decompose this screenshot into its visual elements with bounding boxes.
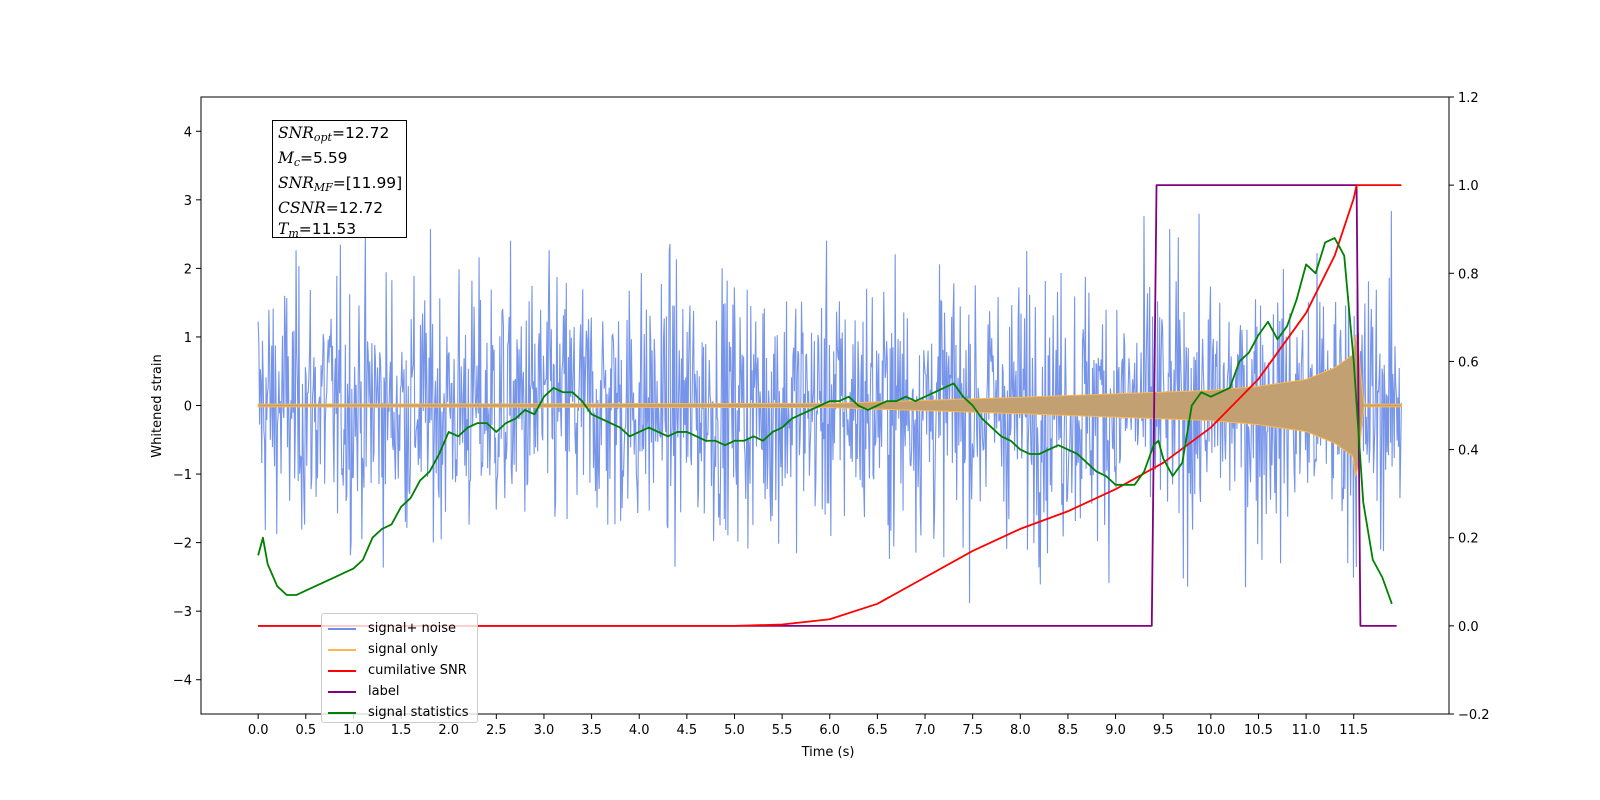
x-tick-label: 11.0 (1292, 723, 1321, 738)
y-tick-label-right: 0.6 (1458, 355, 1479, 370)
legend: signal+ noise signal only cumilative SNR… (321, 613, 478, 723)
y-tick-label-left: 0 (184, 400, 192, 415)
annotation-snr-mf-value: =[11.99] (332, 174, 403, 192)
ticks-layer: 0.0 0.5 1.0 1.5 2.0 2.5 3.0 3.5 4.0 4.5 5.0 5.5 6.0 6… (173, 91, 1490, 738)
annotation-mc: Mc=5.59 (278, 149, 348, 169)
y-tick-label-right: 1.0 (1458, 179, 1479, 194)
annotation-mc-value: =5.59 (300, 149, 348, 167)
legend-label: signal statistics (368, 705, 469, 720)
x-tick-label: 3.5 (581, 723, 602, 738)
y-tick-label-left: −2 (173, 537, 192, 552)
series-line-cumulative-snr (258, 184, 1402, 627)
annotation-csnr: CSNR=12.72 (278, 199, 384, 217)
x-tick-label: 5.5 (772, 723, 793, 738)
legend-label: signal+ noise (368, 621, 457, 636)
y-tick-label-right: 0.4 (1458, 444, 1479, 459)
legend-item: cumilative SNR (328, 660, 477, 681)
x-tick-label: 8.5 (1058, 723, 1079, 738)
legend-item: signal+ noise (328, 618, 477, 639)
x-tick-label: 7.5 (962, 723, 983, 738)
annotation-snr-opt-value: =12.72 (331, 124, 390, 142)
legend-swatch (328, 648, 356, 651)
annotation-snr-opt: SNRopt=12.72 (278, 124, 390, 144)
x-tick-label: 6.0 (819, 723, 840, 738)
y-tick-label-right: 0.0 (1458, 620, 1479, 635)
y-tick-label-right: 0.8 (1458, 267, 1479, 282)
y-tick-label-right: −0.2 (1458, 708, 1490, 723)
legend-item: signal only (328, 639, 477, 660)
y-tick-label-left: −3 (173, 605, 192, 620)
y-tick-label-left: −4 (173, 674, 192, 689)
y-tick-label-right: 0.2 (1458, 532, 1479, 547)
x-tick-label: 3.0 (534, 723, 555, 738)
annotation-box: SNRopt=12.72 Mc=5.59 SNRMF=[11.99] CSNR=… (272, 120, 407, 240)
y-tick-label-right: 1.2 (1458, 91, 1479, 106)
legend-item: label (328, 681, 477, 702)
legend-label: cumilative SNR (368, 663, 467, 678)
y-tick-label-left: 1 (184, 331, 192, 346)
series-line-signal-statistics (257, 237, 1393, 605)
x-tick-label: 9.5 (1153, 723, 1174, 738)
legend-swatch (328, 690, 356, 693)
annotation-csnr-value: =12.72 (325, 199, 384, 217)
annotation-tm: Tm=11.53 (278, 220, 357, 240)
y-axis-label: Whitened strain (150, 354, 165, 457)
x-tick-label: 0.5 (295, 723, 316, 738)
legend-swatch (328, 711, 356, 714)
series-line-signal-noise (257, 210, 1402, 604)
x-tick-label: 0.0 (248, 723, 269, 738)
x-tick-label: 1.0 (343, 723, 364, 738)
x-tick-label: 5.0 (724, 723, 745, 738)
legend-swatch (328, 627, 356, 630)
y-tick-label-left: −1 (173, 468, 192, 483)
legend-item: signal statistics (328, 702, 477, 723)
x-axis-label: Time (s) (801, 745, 855, 760)
x-tick-label: 7.0 (915, 723, 936, 738)
y-tick-label-left: 2 (184, 262, 192, 277)
series-band-signal-only (257, 334, 1402, 477)
x-tick-label: 6.5 (867, 723, 888, 738)
x-tick-label: 9.0 (1105, 723, 1126, 738)
series-line-label (258, 184, 1397, 627)
legend-label: label (368, 684, 400, 699)
x-tick-label: 8.0 (1010, 723, 1031, 738)
y-tick-label-left: 3 (184, 194, 192, 209)
x-tick-label: 4.0 (629, 723, 650, 738)
y-tick-label-left: 4 (184, 125, 192, 140)
legend-swatch (328, 669, 356, 672)
annotation-tm-value: =11.53 (298, 220, 357, 238)
x-tick-label: 10.5 (1244, 723, 1273, 738)
x-tick-label: 4.5 (677, 723, 698, 738)
legend-label: signal only (368, 642, 439, 657)
x-tick-label: 1.5 (391, 723, 412, 738)
x-tick-label: 10.0 (1196, 723, 1225, 738)
series-layer (257, 184, 1402, 627)
x-tick-label: 2.5 (486, 723, 507, 738)
x-tick-label: 2.0 (438, 723, 459, 738)
x-tick-label: 11.5 (1339, 723, 1368, 738)
annotation-snr-mf: SNRMF=[11.99] (278, 174, 403, 194)
